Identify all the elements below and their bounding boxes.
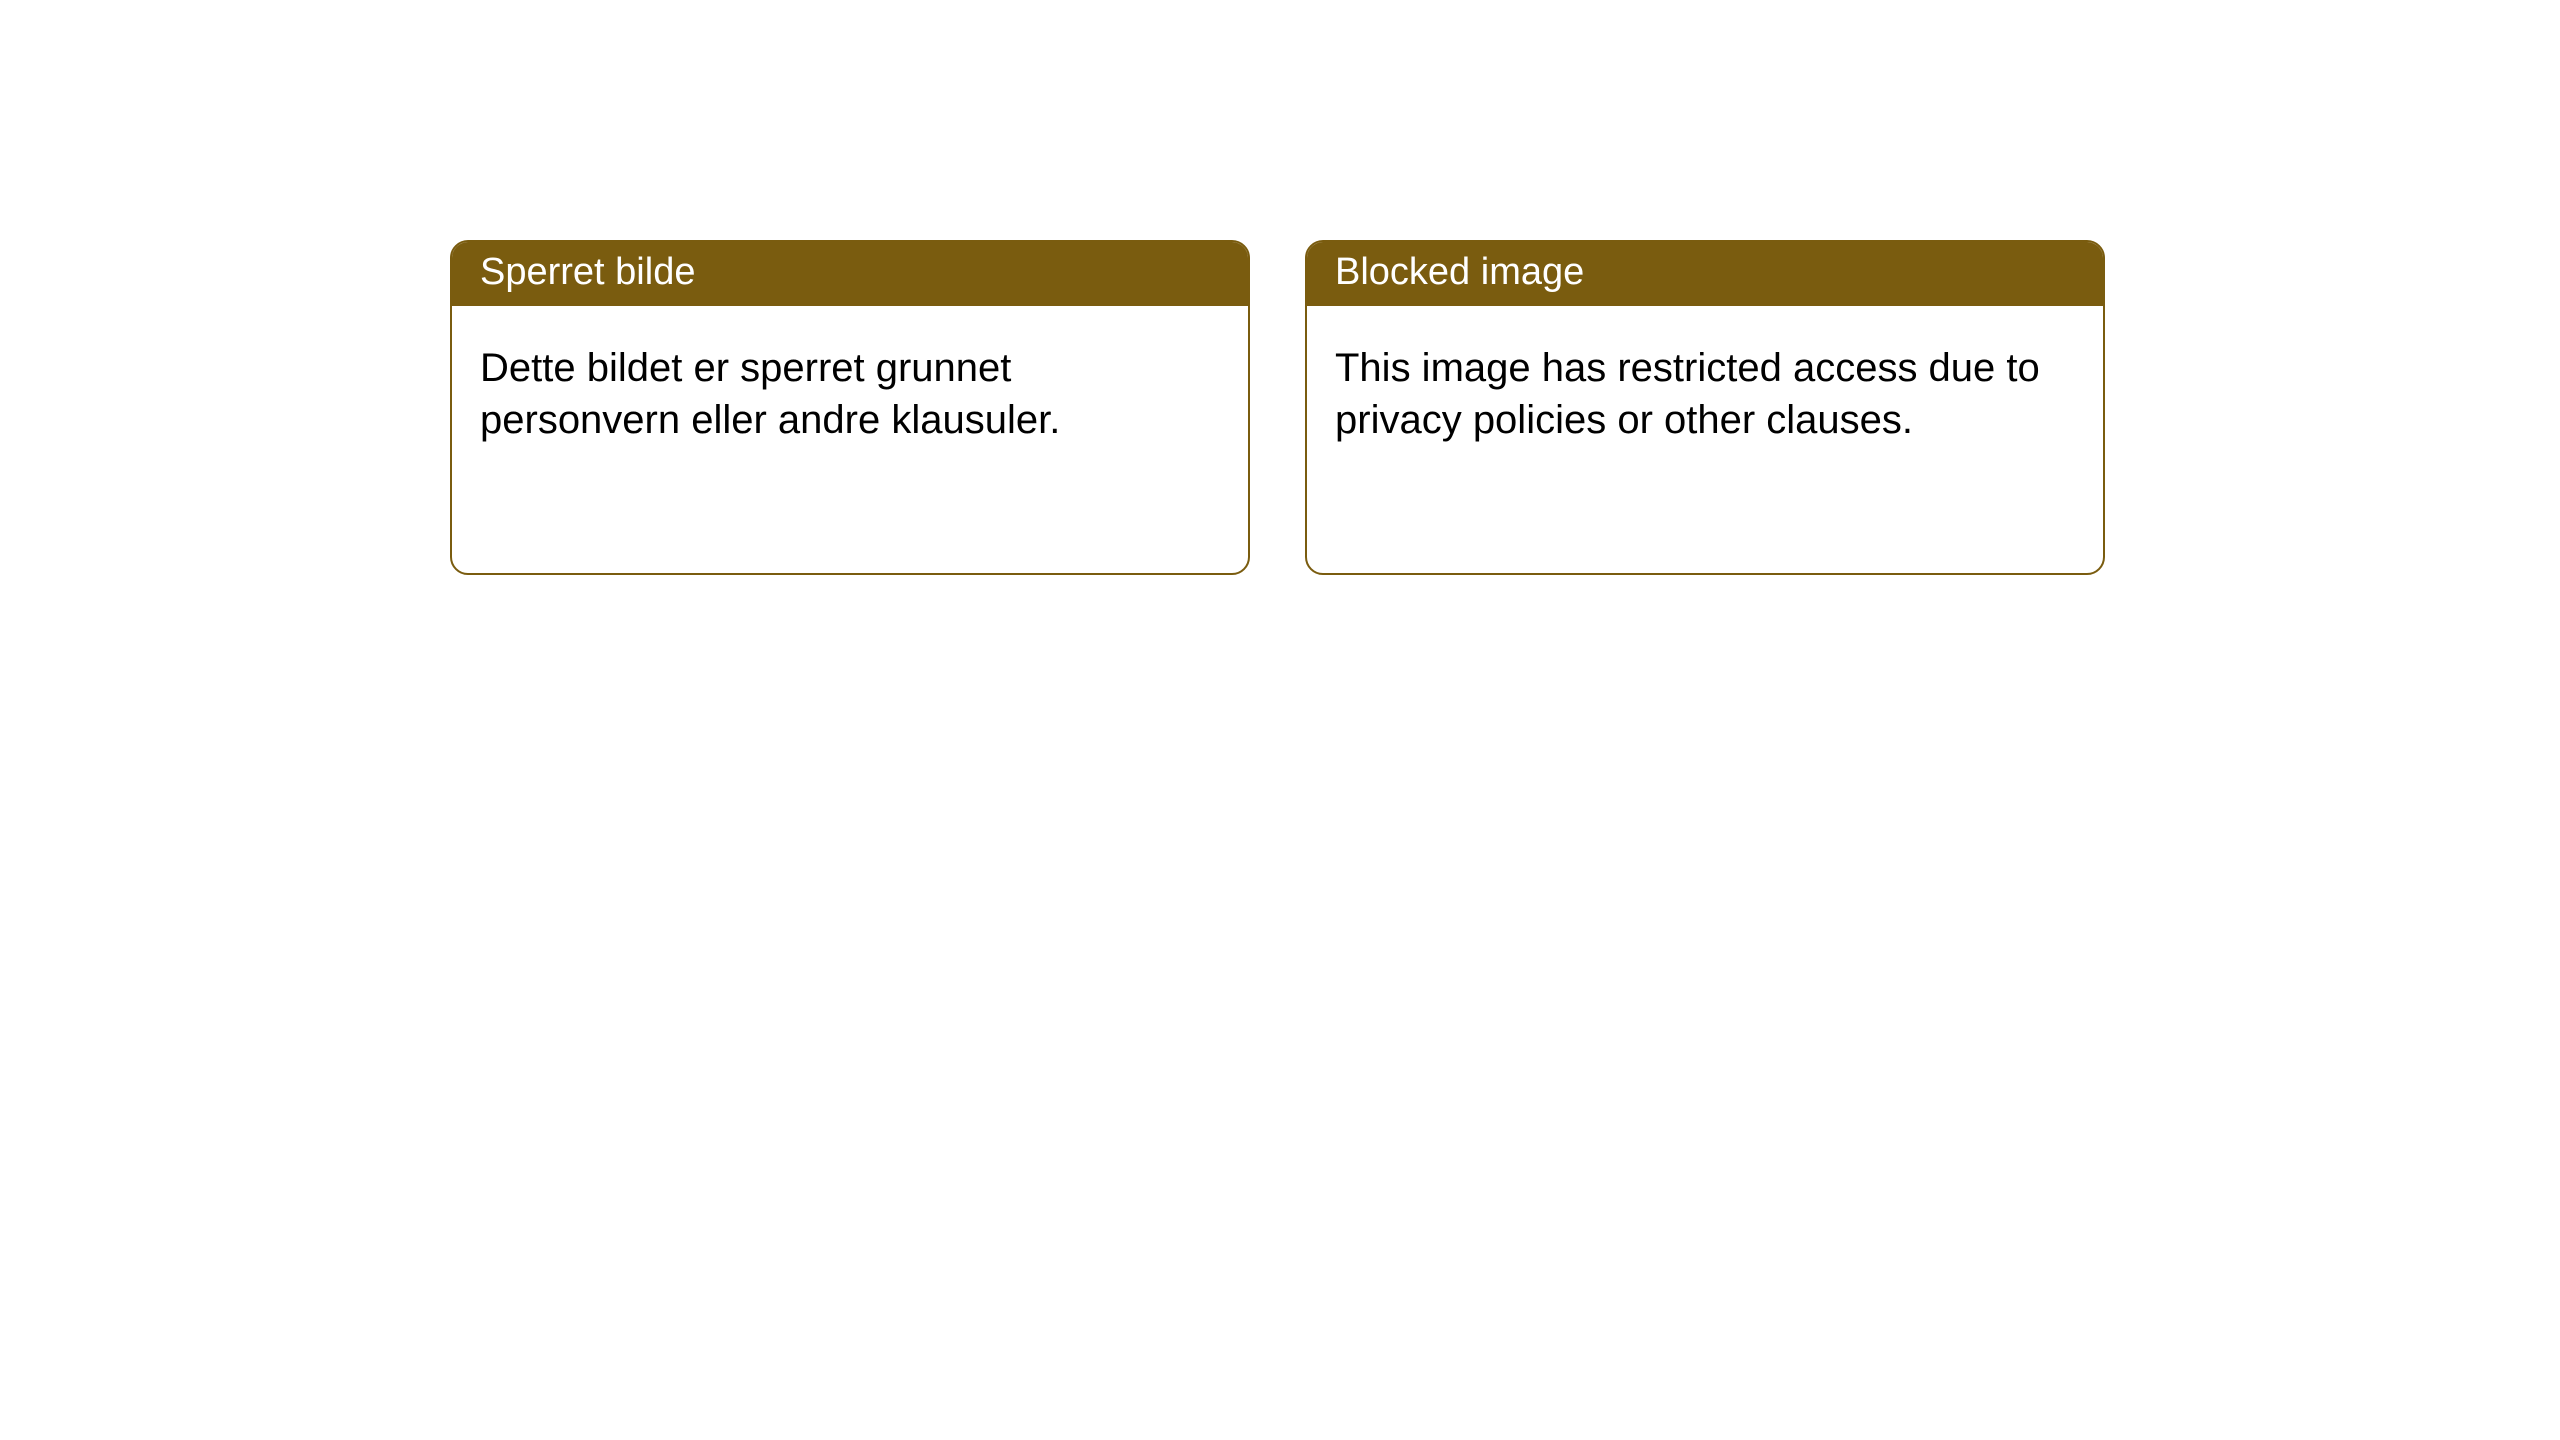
notice-header: Blocked image — [1307, 242, 2103, 306]
notice-card-norwegian: Sperret bilde Dette bildet er sperret gr… — [450, 240, 1250, 575]
notice-container: Sperret bilde Dette bildet er sperret gr… — [0, 0, 2560, 575]
notice-card-english: Blocked image This image has restricted … — [1305, 240, 2105, 575]
notice-body: Dette bildet er sperret grunnet personve… — [452, 306, 1248, 482]
notice-body: This image has restricted access due to … — [1307, 306, 2103, 482]
notice-header: Sperret bilde — [452, 242, 1248, 306]
